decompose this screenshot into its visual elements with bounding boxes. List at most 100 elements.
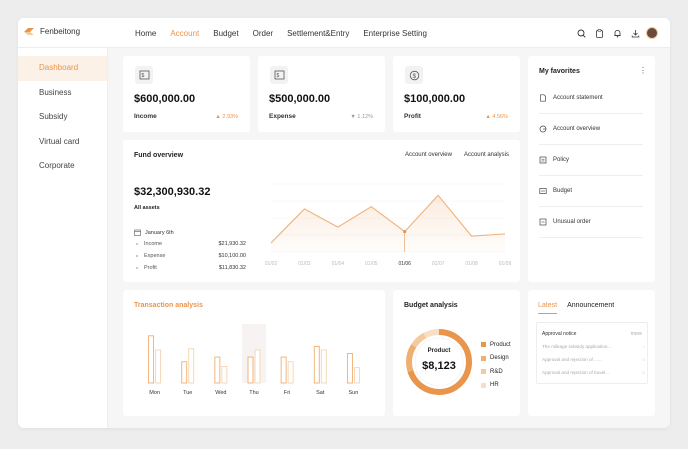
- bar[interactable]: [188, 348, 195, 384]
- transaction-analysis-title: Transaction analysis: [134, 302, 203, 309]
- x-tick-label: 01/06: [398, 261, 411, 267]
- trend-up-icon: ▲: [215, 114, 223, 120]
- main-nav: Home Account Budget Order Settlement&Ent…: [135, 29, 441, 38]
- bar[interactable]: [247, 356, 254, 384]
- x-tick-label: 01/04: [332, 261, 345, 267]
- header-tools: [570, 26, 658, 40]
- budget-donut-chart[interactable]: [403, 326, 475, 398]
- sidebar-item-corporate[interactable]: Corporate: [39, 161, 75, 170]
- avatar[interactable]: [646, 27, 658, 39]
- bar[interactable]: [287, 361, 294, 384]
- favorite-unusual-order[interactable]: Unusual order: [539, 207, 643, 238]
- favorite-policy[interactable]: Policy: [539, 145, 643, 176]
- sidebar: Dashboard Business Subsidy Virtual card …: [18, 48, 108, 428]
- chart-series-line: [270, 194, 506, 244]
- x-tick-label: 01/05: [365, 261, 378, 267]
- brand[interactable]: Fenbeitong: [23, 27, 80, 36]
- all-assets-value: $32,300,930.32: [134, 186, 211, 198]
- svg-text:$: $: [141, 73, 144, 79]
- bullet-icon: [136, 255, 138, 257]
- nav-home[interactable]: Home: [135, 29, 157, 38]
- bell-icon[interactable]: [610, 26, 624, 40]
- favorites-card: My favorites ⋮ Account statement Account…: [528, 56, 655, 282]
- nav-enterprise-setting[interactable]: Enterprise Setting: [363, 29, 427, 38]
- transaction-bar-chart[interactable]: Mon Tue Wed Thu Fri Sat Sun: [132, 316, 376, 412]
- donut-slice[interactable]: [406, 329, 472, 395]
- kpi-value: $500,000.00: [269, 93, 331, 105]
- nav-account[interactable]: Account: [170, 29, 200, 38]
- bar[interactable]: [313, 345, 320, 384]
- svg-text:$: $: [276, 73, 279, 79]
- x-tick-label: Sat: [316, 390, 325, 396]
- nav-budget[interactable]: Budget: [213, 29, 239, 38]
- more-icon[interactable]: ⋮: [639, 66, 647, 75]
- x-tick-label: Wed: [215, 390, 226, 396]
- x-tick-label: Fri: [284, 390, 290, 396]
- account-analysis-link[interactable]: Account analysis: [463, 152, 509, 158]
- notice-item[interactable]: Approval and rejection of ...... ○: [542, 357, 645, 362]
- bar[interactable]: [254, 349, 261, 384]
- x-tick-label: Tue: [183, 390, 192, 396]
- chart-point[interactable]: [403, 230, 407, 234]
- tab-announcement[interactable]: Announcement: [567, 302, 615, 309]
- sidebar-item-dashboard[interactable]: Dashboard: [18, 56, 107, 81]
- x-tick-label: Sun: [349, 390, 359, 396]
- fund-overview-card: Fund overview Account overview Account a…: [123, 140, 520, 282]
- legend-swatch: [481, 342, 486, 348]
- bar[interactable]: [353, 367, 360, 384]
- kpi-label: Profit: [404, 113, 421, 120]
- download-icon[interactable]: [628, 26, 642, 40]
- chart-area-fill: [271, 195, 505, 252]
- legend-item: Design: [481, 352, 511, 366]
- x-tick-label: Thu: [249, 390, 258, 396]
- bar[interactable]: [280, 356, 287, 384]
- legend-item: Product: [481, 338, 511, 352]
- bar[interactable]: [346, 353, 353, 384]
- bar[interactable]: [155, 349, 162, 384]
- overview-icon: [539, 125, 547, 133]
- fund-overview-chart[interactable]: 01/02 01/03 01/04 01/05 01/06 01/07 01/08 01/09: [263, 176, 513, 272]
- bar[interactable]: [148, 335, 155, 384]
- bar[interactable]: [221, 366, 228, 384]
- notice-item[interactable]: Approval and rejection of travel... ○: [542, 370, 645, 375]
- kpi-label: Expense: [269, 113, 296, 120]
- bill-icon: $: [135, 66, 153, 84]
- sidebar-item-virtual-card[interactable]: Virtual card: [39, 136, 80, 146]
- transaction-analysis-card: Transaction analysis Mon Tue Wed Thu Fri Sat S…: [123, 290, 385, 416]
- bar[interactable]: [181, 361, 188, 384]
- x-tick-label: 01/08: [465, 261, 478, 267]
- brand-name: Fenbeitong: [40, 27, 81, 36]
- bar[interactable]: [320, 349, 327, 384]
- statement-icon: [540, 94, 546, 102]
- kpi-change: ▼ 1.12%: [350, 114, 373, 120]
- trend-down-icon: ▼: [350, 114, 358, 120]
- x-tick-label: Mon: [149, 390, 160, 396]
- tab-latest[interactable]: Latest: [538, 302, 558, 314]
- sidebar-item-subsidy[interactable]: Subsidy: [39, 112, 68, 121]
- bill-icon: $: [270, 66, 288, 84]
- more-link[interactable]: more: [630, 331, 642, 337]
- favorite-account-statement[interactable]: Account statement: [539, 83, 643, 114]
- bar[interactable]: [214, 356, 221, 384]
- donut-center-label: Product: [427, 348, 451, 354]
- top-header: Fenbeitong Home Account Budget Order Set…: [18, 18, 670, 48]
- donut-slice[interactable]: [406, 329, 472, 395]
- sidebar-item-business[interactable]: Business: [39, 87, 72, 97]
- legend-swatch: [481, 355, 486, 361]
- kpi-value: $100,000.00: [404, 93, 466, 105]
- nav-settlement[interactable]: Settlement&Entry: [287, 29, 350, 38]
- circle-icon: ○: [642, 344, 645, 349]
- x-tick-label: 01/07: [432, 261, 445, 267]
- search-icon[interactable]: [574, 26, 588, 40]
- clipboard-icon[interactable]: [592, 26, 606, 40]
- nav-order[interactable]: Order: [252, 29, 274, 38]
- legend-label: HR: [490, 382, 499, 389]
- donut-inner-ring: [414, 337, 464, 387]
- favorite-budget[interactable]: Budget: [539, 176, 643, 207]
- notice-item[interactable]: The mileage subsidy application... ○: [542, 344, 645, 349]
- account-overview-link[interactable]: Account overview: [404, 152, 452, 158]
- legend-item: R&D: [481, 365, 511, 379]
- favorite-account-overview[interactable]: Account overview: [539, 114, 643, 145]
- approval-notice-box: Approval notice more The mileage subsidy…: [536, 322, 648, 384]
- bullet-icon: [136, 243, 138, 245]
